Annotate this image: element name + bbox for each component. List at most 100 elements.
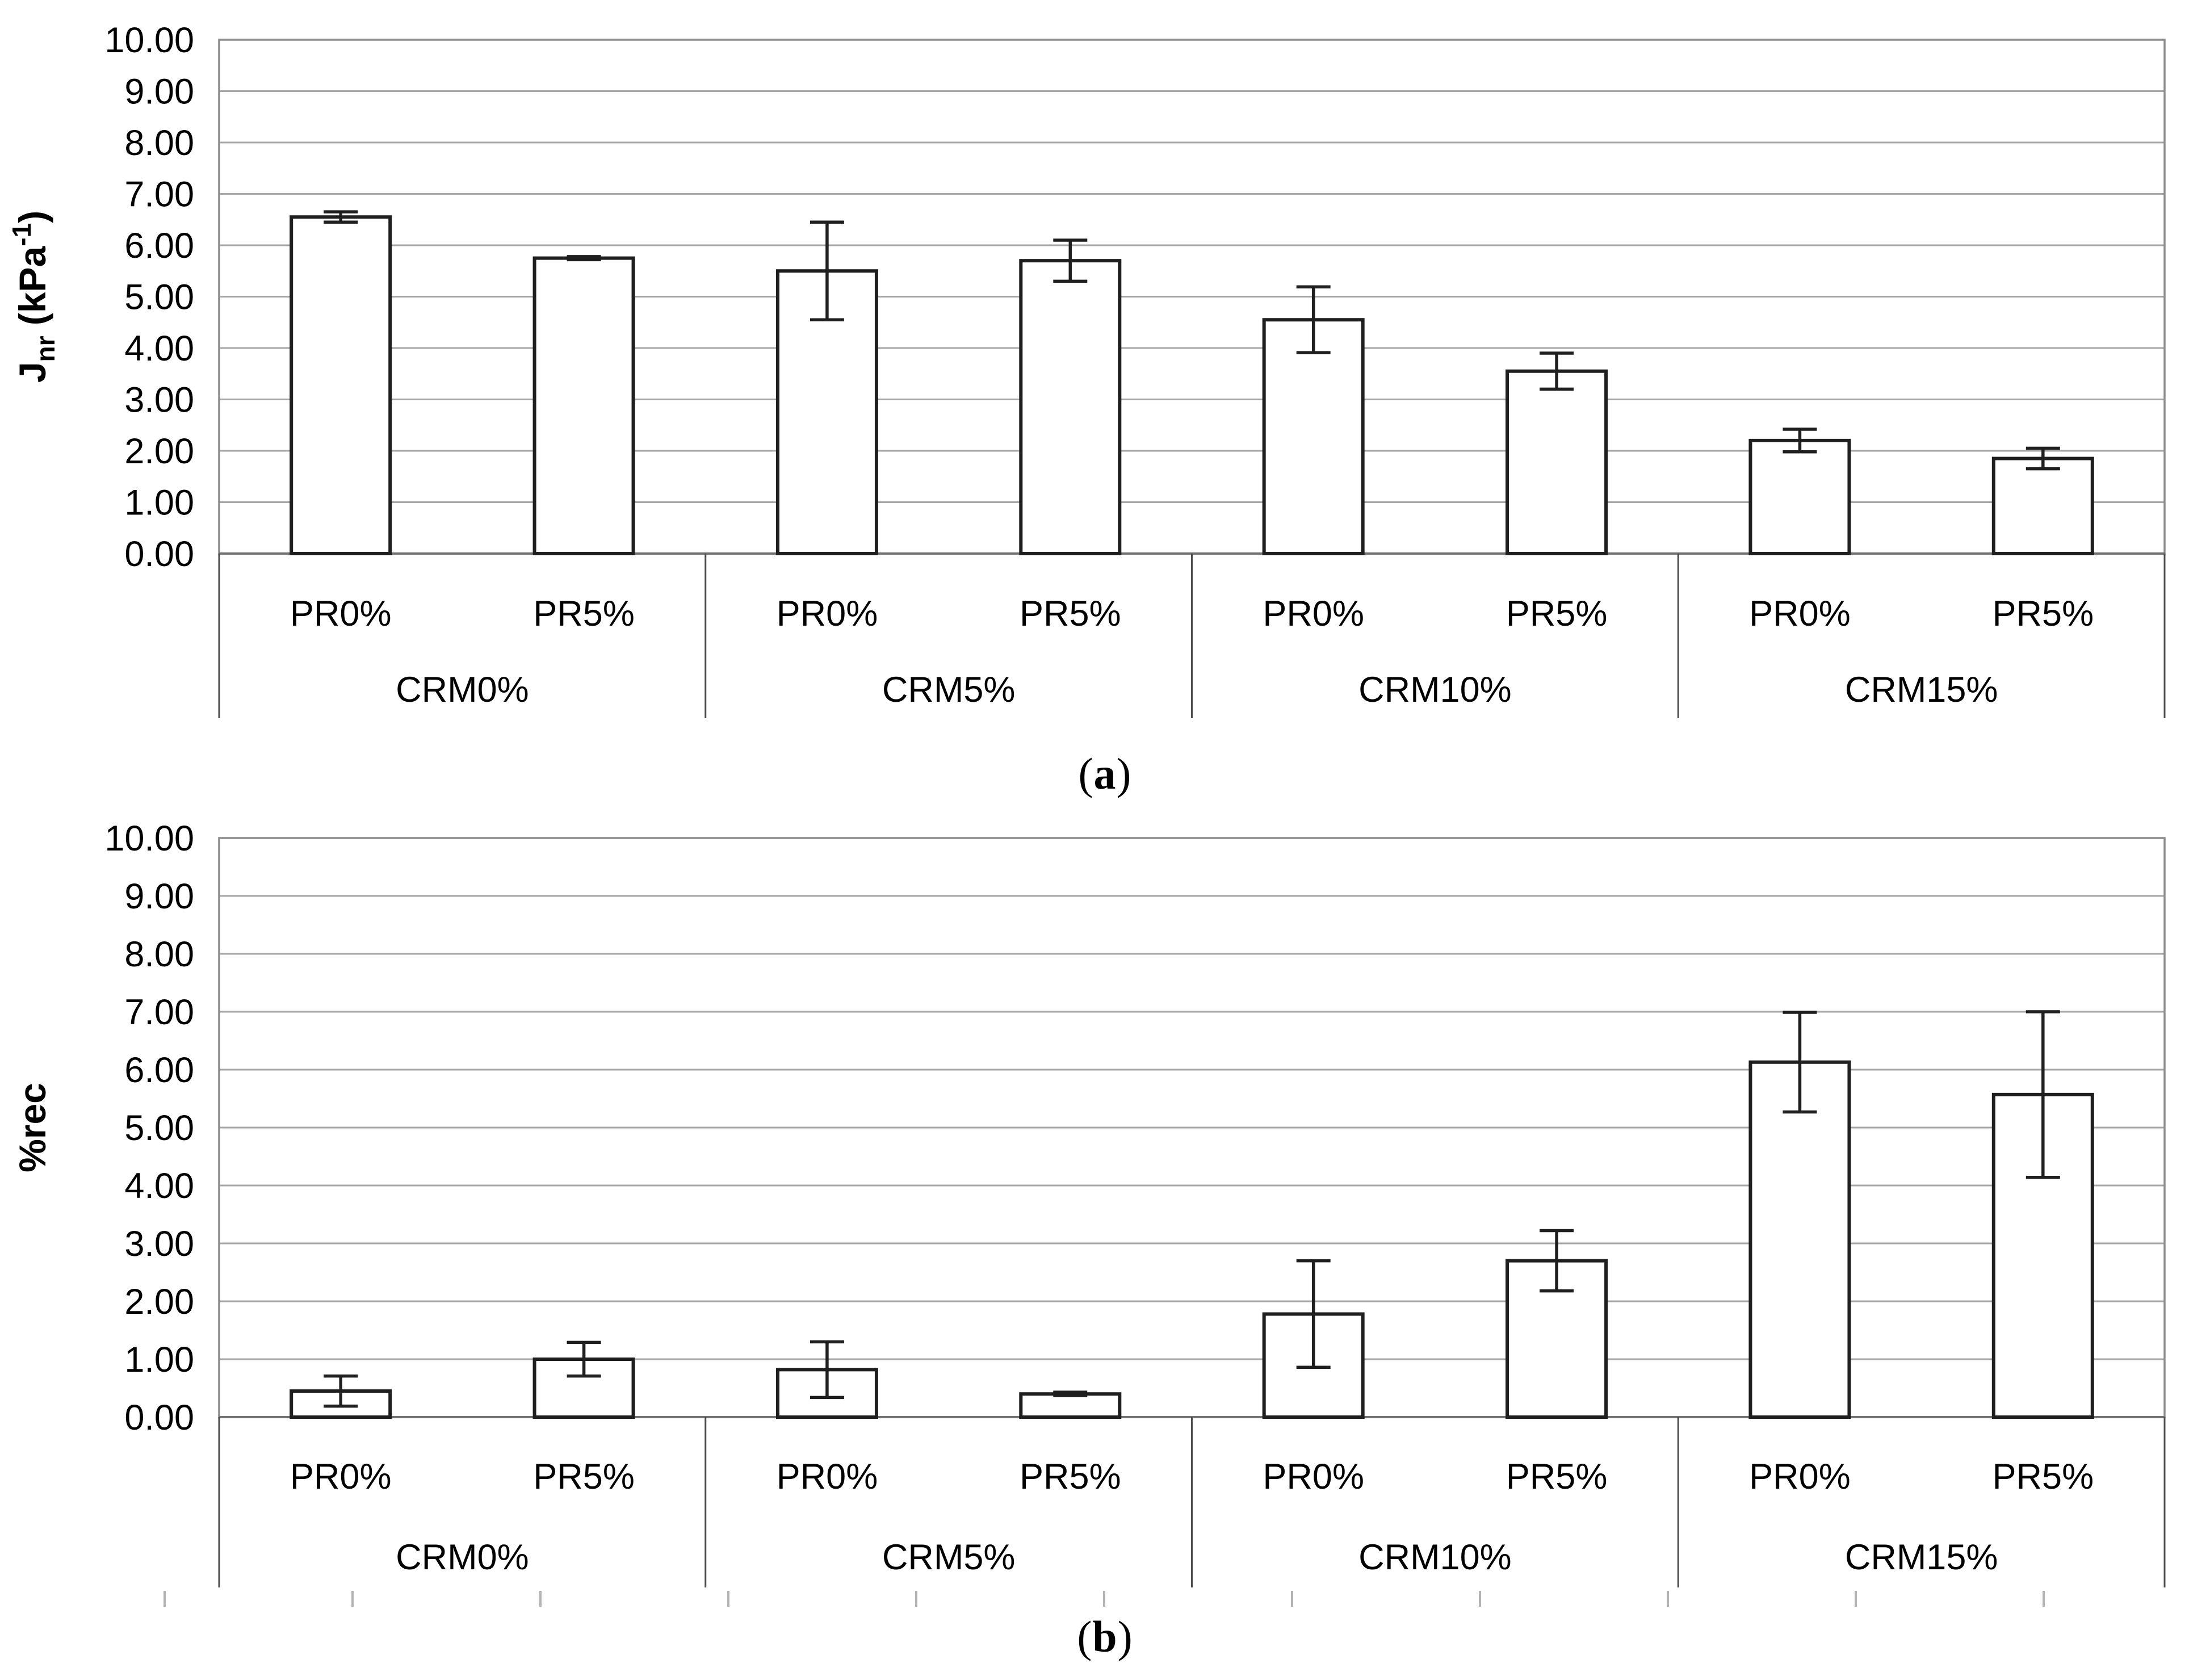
y-tick-label: 3.00 [124, 1224, 194, 1264]
error-bar-CRM10%-PR5% [1540, 1229, 1574, 1293]
y-axis-title-superscript: -1 [7, 223, 36, 246]
group-label: CRM15% [1845, 670, 1998, 710]
y-tick-label: 10.00 [104, 20, 194, 60]
bar-CRM15%-PR0% [1748, 1060, 1851, 1419]
bar-CRM15%-PR0% [1748, 438, 1851, 556]
caption-b-letter: b [1092, 1612, 1118, 1661]
y-tick-label: 9.00 [124, 72, 194, 112]
group-label: CRM0% [396, 1537, 529, 1577]
y-tick-label: 5.00 [124, 278, 194, 317]
caption-b-paren-open: ( [1077, 1612, 1093, 1661]
category-label: PR0% [1749, 1457, 1851, 1497]
y-tick-label: 3.00 [124, 380, 194, 420]
bars-a [290, 210, 2094, 556]
error-bar-CRM0%-PR5% [567, 255, 601, 262]
bar-CRM5%-PR5% [1019, 1392, 1122, 1419]
chart-a: 0.00 1.00 2.00 3.00 4.00 5.00 6.00 7.00 8.00 9.00… [7, 20, 2166, 718]
y-axis-title-end: ) [11, 211, 53, 223]
category-label: PR5% [1993, 1457, 2094, 1497]
group-label: CRM15% [1845, 1537, 1998, 1577]
y-tick-label: 0.00 [124, 1398, 194, 1438]
y-tick-labels-b: 0.00 1.00 2.00 3.00 4.00 5.00 6.00 7.00 8.00 9.00… [104, 819, 194, 1438]
category-label: PR0% [1749, 594, 1851, 634]
gridlines-a [219, 90, 2165, 503]
error-bar-CRM15%-PR0% [1783, 428, 1817, 454]
category-label: PR5% [533, 1457, 635, 1497]
group-label: CRM0% [396, 670, 529, 710]
gridlines-b [219, 895, 2165, 1360]
group-labels-b: CRM0% CRM5% CRM10% CRM15% [396, 1537, 1998, 1577]
y-tick-label: 6.00 [124, 1050, 194, 1090]
category-label: PR5% [1506, 1457, 1608, 1497]
category-label: PR0% [777, 594, 878, 634]
category-label: PR5% [533, 594, 635, 634]
y-tick-label: 2.00 [124, 1282, 194, 1322]
error-bar-CRM0%-PR5% [567, 1340, 601, 1378]
error-bar-CRM5%-PR0% [810, 1340, 844, 1400]
error-bar-CRM0%-PR0% [324, 1374, 358, 1408]
panel-a-caption: (a) [0, 748, 2210, 799]
y-tick-label: 10.00 [104, 819, 194, 858]
group-label: CRM5% [882, 670, 1016, 710]
y-axis-title-mid: (kPa [11, 245, 53, 336]
y-tick-label: 4.00 [124, 329, 194, 368]
y-tick-label: 7.00 [124, 175, 194, 215]
group-labels-a: CRM0% CRM5% CRM10% CRM15% [396, 670, 1998, 710]
error-bar-CRM10%-PR0% [1296, 285, 1331, 354]
error-bar-CRM5%-PR5% [1053, 238, 1088, 283]
group-label: CRM5% [882, 1537, 1016, 1577]
caption-b-paren-close: ) [1117, 1612, 1133, 1661]
category-label: PR0% [290, 1457, 392, 1497]
y-tick-label: 1.00 [124, 1340, 194, 1380]
y-tick-label: 9.00 [124, 877, 194, 916]
category-label: PR5% [1020, 594, 1121, 634]
y-axis-title-subscript: nr [31, 336, 60, 362]
error-bar-CRM5%-PR0% [810, 220, 844, 321]
bottom-minor-ticks [163, 1591, 2045, 1607]
category-labels-a: PR0% PR5% PR0% PR5% PR0% PR5% PR0% PR5% [290, 594, 2094, 634]
caption-a-letter: a [1093, 749, 1117, 798]
error-bar-CRM10%-PR0% [1296, 1259, 1331, 1369]
error-bar-CRM15%-PR5% [2026, 1010, 2060, 1179]
error-bar-CRM15%-PR0% [1783, 1011, 1817, 1114]
chart-b: 0.00 1.00 2.00 3.00 4.00 5.00 6.00 7.00 8.00 9.00… [11, 819, 2166, 1607]
y-tick-label: 1.00 [124, 483, 194, 523]
category-label: PR5% [1020, 1457, 1121, 1497]
bar-CRM10%-PR0% [1262, 318, 1365, 555]
bar-CRM0%-PR0% [290, 215, 392, 556]
category-label: PR5% [1506, 594, 1608, 634]
category-label: PR0% [1263, 1457, 1364, 1497]
y-axis-title-b: %rec [11, 1083, 53, 1172]
y-tick-label: 6.00 [124, 226, 194, 266]
category-dividers-b [218, 1417, 2166, 1587]
category-dividers-a [218, 554, 2166, 718]
y-tick-label: 8.00 [124, 123, 194, 163]
y-tick-label: 5.00 [124, 1108, 194, 1148]
bar-CRM5%-PR5% [1019, 259, 1122, 555]
error-bar-CRM15%-PR5% [2026, 446, 2060, 471]
y-tick-label: 2.00 [124, 431, 194, 471]
category-labels-b: PR0% PR5% PR0% PR5% PR0% PR5% PR0% PR5% [290, 1457, 2094, 1497]
error-bar-CRM0%-PR0% [324, 210, 358, 224]
caption-a-paren-open: ( [1078, 749, 1094, 798]
bar-CRM15%-PR5% [1991, 456, 2094, 556]
y-tick-label: 4.00 [124, 1166, 194, 1206]
category-label: PR0% [290, 594, 392, 634]
category-label: PR5% [1993, 594, 2094, 634]
bar-CRM0%-PR5% [532, 256, 635, 555]
category-label: PR0% [1263, 594, 1364, 634]
y-tick-label: 0.00 [124, 534, 194, 574]
y-tick-label: 7.00 [124, 992, 194, 1032]
error-bar-CRM10%-PR5% [1540, 351, 1574, 391]
group-label: CRM10% [1358, 1537, 1512, 1577]
y-tick-labels-a: 0.00 1.00 2.00 3.00 4.00 5.00 6.00 7.00 8.00 9.00… [104, 20, 194, 574]
caption-a-paren-close: ) [1116, 749, 1132, 798]
error-bar-CRM5%-PR5% [1053, 1390, 1088, 1398]
bar-CRM10%-PR5% [1506, 369, 1608, 555]
y-axis-title-a: Jnr (kPa-1) [7, 211, 60, 383]
panel-b-caption: (b) [0, 1611, 2210, 1662]
category-label: PR0% [777, 1457, 878, 1497]
y-tick-label: 8.00 [124, 935, 194, 974]
